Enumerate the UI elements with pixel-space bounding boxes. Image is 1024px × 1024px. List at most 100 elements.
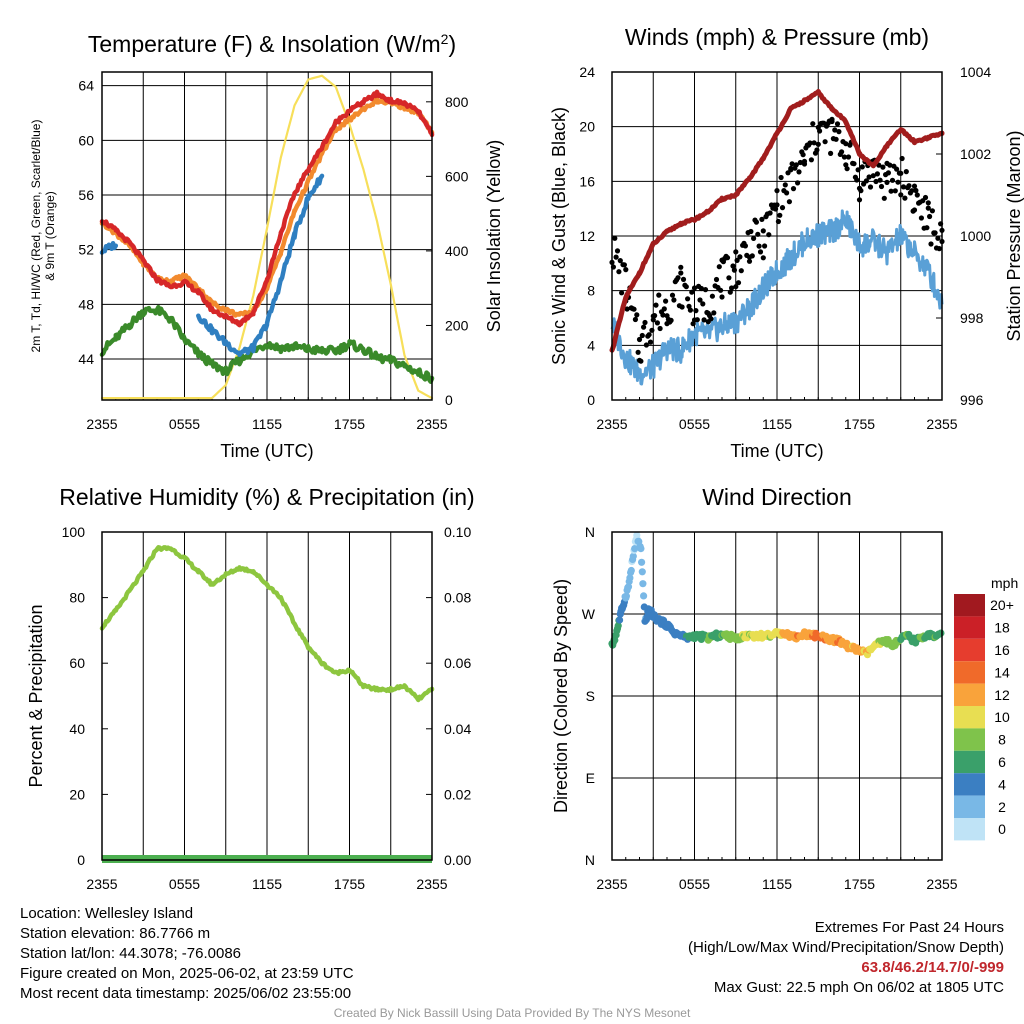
direction-point bbox=[626, 574, 634, 582]
gust-point bbox=[936, 246, 942, 252]
gust-point bbox=[797, 159, 804, 166]
colorbar-swatch bbox=[954, 594, 985, 617]
direction-point bbox=[639, 580, 647, 588]
y2-tick-label: 600 bbox=[445, 168, 469, 184]
gust-point bbox=[649, 327, 655, 333]
gust-point bbox=[619, 290, 625, 296]
colorbar-swatch bbox=[954, 773, 985, 796]
x-tick-label: 2355 bbox=[416, 416, 447, 432]
gust-point bbox=[863, 178, 870, 184]
gust-point bbox=[858, 188, 864, 194]
colorbar-label: 14 bbox=[994, 664, 1010, 680]
gust-point bbox=[796, 169, 802, 175]
x-tick-label: 0555 bbox=[169, 416, 200, 432]
colorbar-label: 4 bbox=[998, 776, 1006, 792]
gust-point bbox=[737, 254, 743, 260]
gust-point bbox=[726, 275, 732, 281]
gust-point bbox=[789, 161, 795, 167]
gust-point bbox=[683, 284, 689, 290]
gust-point bbox=[733, 284, 739, 290]
gust-point bbox=[746, 258, 753, 264]
gust-point bbox=[748, 228, 754, 235]
gust-point bbox=[801, 158, 808, 164]
gust-point bbox=[854, 177, 860, 183]
y-axis-label: Percent & Precipitation bbox=[26, 604, 46, 787]
gust-point bbox=[784, 190, 790, 196]
colorbar-swatch bbox=[954, 661, 985, 684]
y-tick-label: 8 bbox=[587, 283, 595, 299]
y-tick-label: 64 bbox=[78, 78, 94, 94]
gust-point bbox=[716, 264, 722, 270]
gust-point bbox=[671, 297, 677, 303]
x-tick-label: 0555 bbox=[169, 876, 200, 892]
y-tick-label: 12 bbox=[579, 228, 595, 244]
gust-point bbox=[843, 141, 849, 147]
gust-point bbox=[928, 241, 934, 247]
gust-point bbox=[790, 186, 797, 192]
gust-point bbox=[718, 287, 724, 293]
gust-point bbox=[685, 296, 691, 302]
max-gust-text: Max Gust: 22.5 mph On 06/02 at 1805 UTC bbox=[713, 979, 1004, 996]
gust-point bbox=[929, 208, 936, 214]
direction-point bbox=[627, 566, 635, 575]
gust-point bbox=[866, 174, 872, 180]
gust-point bbox=[679, 304, 685, 310]
created-text: Figure created on Mon, 2025-06-02, at 23… bbox=[20, 965, 354, 982]
gust-point bbox=[911, 183, 918, 189]
gust-point bbox=[918, 215, 925, 221]
gust-point bbox=[889, 177, 896, 183]
gust-point bbox=[903, 169, 909, 175]
gust-point bbox=[855, 167, 861, 173]
gust-point bbox=[702, 287, 709, 293]
gust-point bbox=[617, 258, 623, 264]
y-tick-label: 56 bbox=[78, 187, 94, 203]
series-line-temp bbox=[99, 89, 435, 328]
extremes-title: Extremes For Past 24 Hours bbox=[814, 919, 1004, 936]
y-tick-label: 24 bbox=[579, 64, 595, 80]
gust-point bbox=[788, 167, 794, 173]
gust-point bbox=[887, 162, 893, 168]
elevation-text: Station elevation: 86.7766 m bbox=[20, 925, 211, 942]
gust-point bbox=[828, 150, 834, 156]
gust-point bbox=[767, 210, 773, 216]
y-tick-label: 20 bbox=[579, 119, 595, 135]
gust-point bbox=[906, 183, 912, 189]
x-tick-label: 2355 bbox=[926, 876, 957, 892]
gust-point bbox=[888, 188, 894, 194]
gust-point bbox=[663, 298, 669, 304]
gust-point bbox=[892, 188, 898, 194]
gust-point bbox=[844, 166, 850, 172]
x-tick-label: 1755 bbox=[844, 876, 875, 892]
gust-point bbox=[898, 192, 904, 198]
direction-point bbox=[638, 568, 646, 576]
chart-title: Relative Humidity (%) & Precipitation (i… bbox=[59, 484, 474, 510]
gust-point bbox=[779, 205, 786, 211]
gust-point bbox=[885, 170, 892, 176]
colorbar-swatch bbox=[954, 683, 985, 706]
gust-point bbox=[646, 332, 652, 338]
gust-point bbox=[807, 140, 813, 146]
y-tick-label: 44 bbox=[78, 351, 94, 367]
y-tick-label: N bbox=[585, 524, 595, 540]
gust-point bbox=[650, 317, 656, 323]
y2-tick-label: 200 bbox=[445, 317, 469, 333]
y2-tick-label: 998 bbox=[960, 310, 984, 326]
gust-point bbox=[822, 139, 828, 145]
latlon-text: Station lat/lon: 44.3078; -76.0086 bbox=[20, 945, 242, 962]
gust-point bbox=[612, 235, 618, 241]
colorbar-label: 12 bbox=[994, 687, 1010, 703]
gust-point bbox=[698, 285, 705, 292]
recent-text: Most recent data timestamp: 2025/06/02 2… bbox=[20, 985, 352, 1002]
series-line-wind bbox=[610, 209, 944, 386]
gust-point bbox=[760, 255, 766, 261]
x-tick-label: 0555 bbox=[679, 416, 710, 432]
gust-point bbox=[621, 262, 628, 268]
y2-tick-label: 800 bbox=[445, 94, 469, 110]
gust-point bbox=[832, 127, 838, 133]
plot-frame bbox=[611, 71, 943, 401]
y2-tick-label: 1004 bbox=[960, 64, 991, 80]
y-tick-label: 0 bbox=[77, 852, 85, 868]
gust-point bbox=[909, 188, 915, 194]
gust-point bbox=[924, 225, 930, 231]
gust-point bbox=[693, 308, 699, 314]
